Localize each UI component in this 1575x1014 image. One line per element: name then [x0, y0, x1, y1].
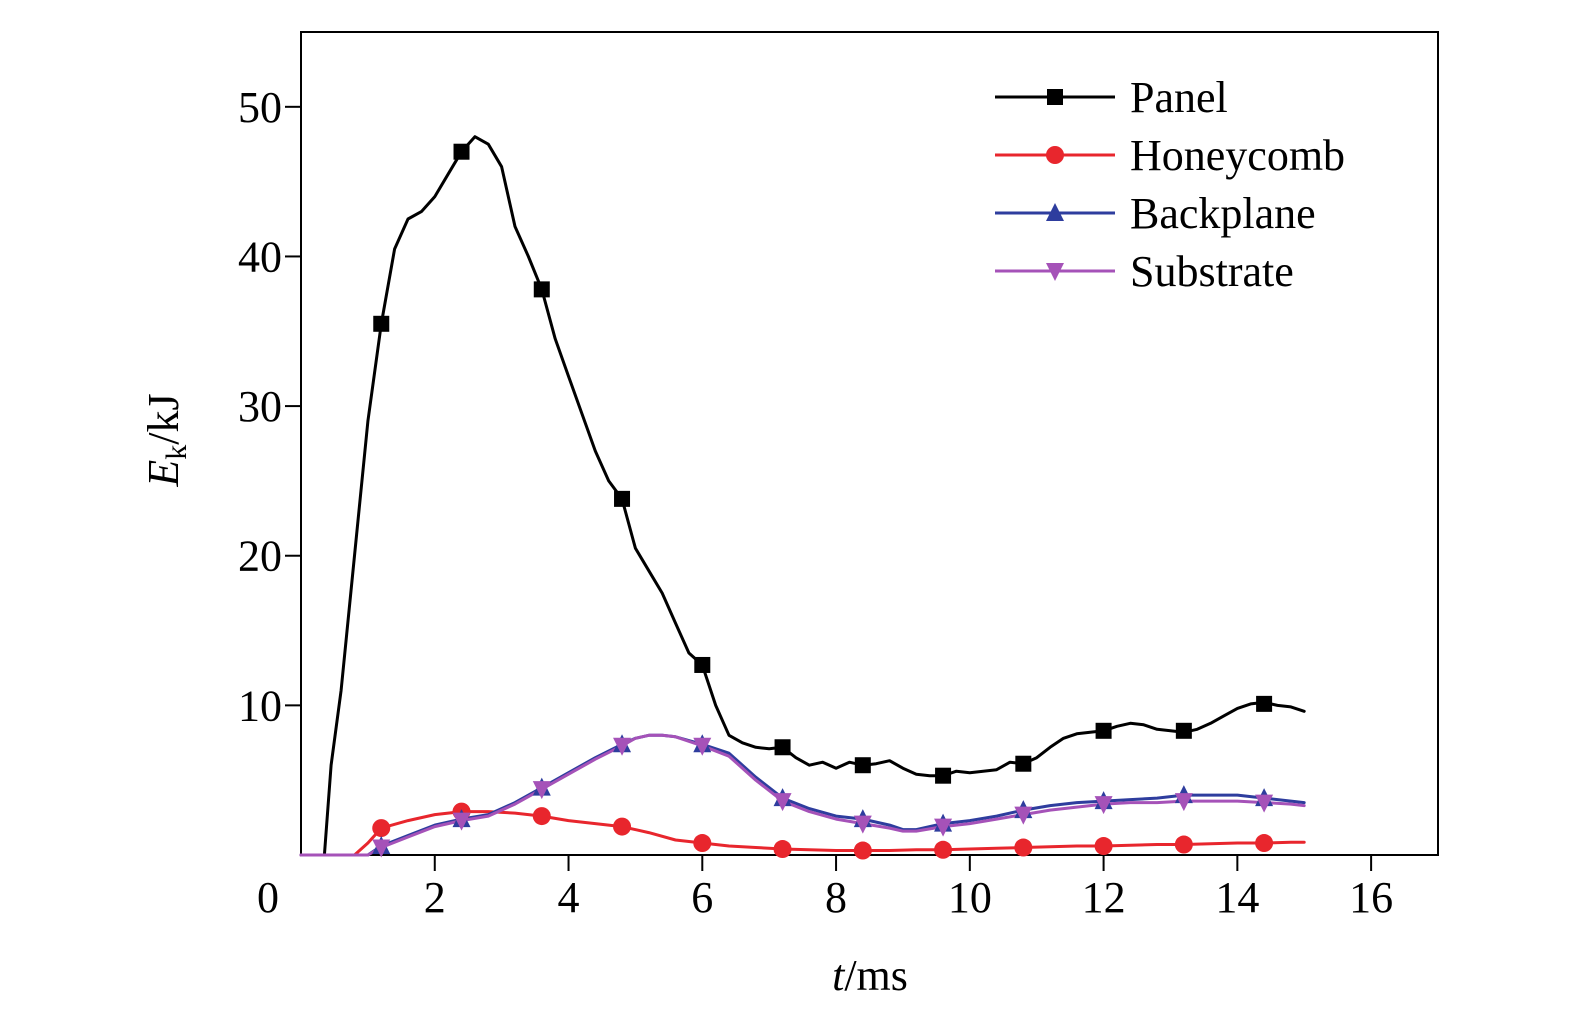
y-tick-label: 10 [238, 681, 282, 730]
x-tick-label: 6 [691, 873, 713, 922]
data-point-substrate [452, 812, 471, 831]
legend-item-honeycomb: Honeycomb [995, 131, 1345, 180]
data-point-honeycomb [1094, 837, 1113, 856]
legend-swatch-marker [1046, 146, 1064, 164]
y-axis-title-sub: k [160, 445, 193, 460]
y-tick-label: 50 [238, 83, 282, 132]
data-point-panel [1256, 695, 1273, 712]
legend-item-backplane: Backplane [995, 189, 1316, 238]
legend-label: Substrate [1130, 247, 1294, 296]
data-point-substrate [532, 781, 551, 800]
x-axis-title-unit: /ms [844, 951, 908, 1000]
data-point-substrate [1255, 794, 1274, 813]
y-axis: 10 20 30 40 50 [238, 83, 301, 730]
data-point-honeycomb [1255, 834, 1274, 853]
data-point-honeycomb [773, 840, 792, 859]
legend-swatch-marker [1046, 203, 1064, 221]
data-point-honeycomb [532, 807, 551, 826]
data-point-honeycomb [372, 819, 391, 838]
x-tick-label: 12 [1082, 873, 1126, 922]
x-tick-label: 16 [1349, 873, 1393, 922]
data-point-panel [774, 739, 791, 756]
x-axis-title-var: t [832, 951, 846, 1000]
y-tick-label: 30 [238, 382, 282, 431]
data-point-honeycomb [613, 817, 632, 836]
x-tick-label: 0 [257, 873, 279, 922]
data-point-substrate [853, 815, 872, 834]
legend-label: Backplane [1130, 189, 1316, 238]
legend-swatch-marker [1046, 263, 1064, 281]
data-point-panel [373, 315, 390, 332]
data-point-honeycomb [1174, 835, 1193, 854]
x-tick-label: 8 [825, 873, 847, 922]
data-point-panel [533, 281, 550, 298]
data-point-panel [935, 767, 952, 784]
x-tick-label: 14 [1215, 873, 1259, 922]
data-point-panel [1095, 722, 1112, 739]
legend-swatch-marker [1047, 89, 1063, 105]
data-point-panel [1175, 722, 1192, 739]
legend-label: Honeycomb [1130, 131, 1345, 180]
data-point-panel [614, 490, 631, 507]
data-point-substrate [1014, 806, 1033, 825]
y-tick-label: 20 [238, 532, 282, 581]
x-axis-title: t/ms [832, 951, 908, 1000]
data-point-panel [854, 757, 871, 774]
y-tick-label: 40 [238, 232, 282, 281]
series-line-backplane [299, 733, 1306, 857]
series-line-honeycomb [299, 810, 1306, 857]
y-axis-title: Ek/kJ [139, 393, 193, 487]
y-axis-title-unit: /kJ [139, 393, 188, 444]
data-point-panel [1015, 755, 1032, 772]
legend: Panel Honeycomb Backplane Substrate [995, 73, 1345, 296]
data-point-substrate [613, 737, 632, 756]
series-lines [299, 135, 1306, 857]
data-point-substrate [693, 737, 712, 756]
data-point-honeycomb [693, 834, 712, 853]
legend-item-substrate: Substrate [995, 247, 1294, 296]
x-axis: 0 2 4 6 8 10 12 14 16 [257, 855, 1393, 922]
data-point-panel [453, 143, 470, 160]
data-point-substrate [773, 793, 792, 812]
data-point-substrate [1174, 793, 1193, 812]
x-tick-label: 10 [948, 873, 992, 922]
y-axis-title-var: E [139, 460, 188, 488]
data-point-honeycomb [853, 841, 872, 860]
data-point-honeycomb [934, 840, 953, 859]
data-point-substrate [372, 839, 391, 858]
data-point-substrate [1094, 796, 1113, 815]
legend-label: Panel [1130, 73, 1228, 122]
series-markers [372, 143, 1274, 860]
data-point-panel [694, 656, 711, 673]
series-line-panel [299, 135, 1306, 857]
data-point-honeycomb [1014, 838, 1033, 857]
x-tick-label: 2 [424, 873, 446, 922]
x-tick-label: 4 [558, 873, 580, 922]
series-line-substrate [299, 733, 1306, 857]
legend-item-panel: Panel [995, 73, 1228, 122]
data-point-substrate [934, 818, 953, 837]
